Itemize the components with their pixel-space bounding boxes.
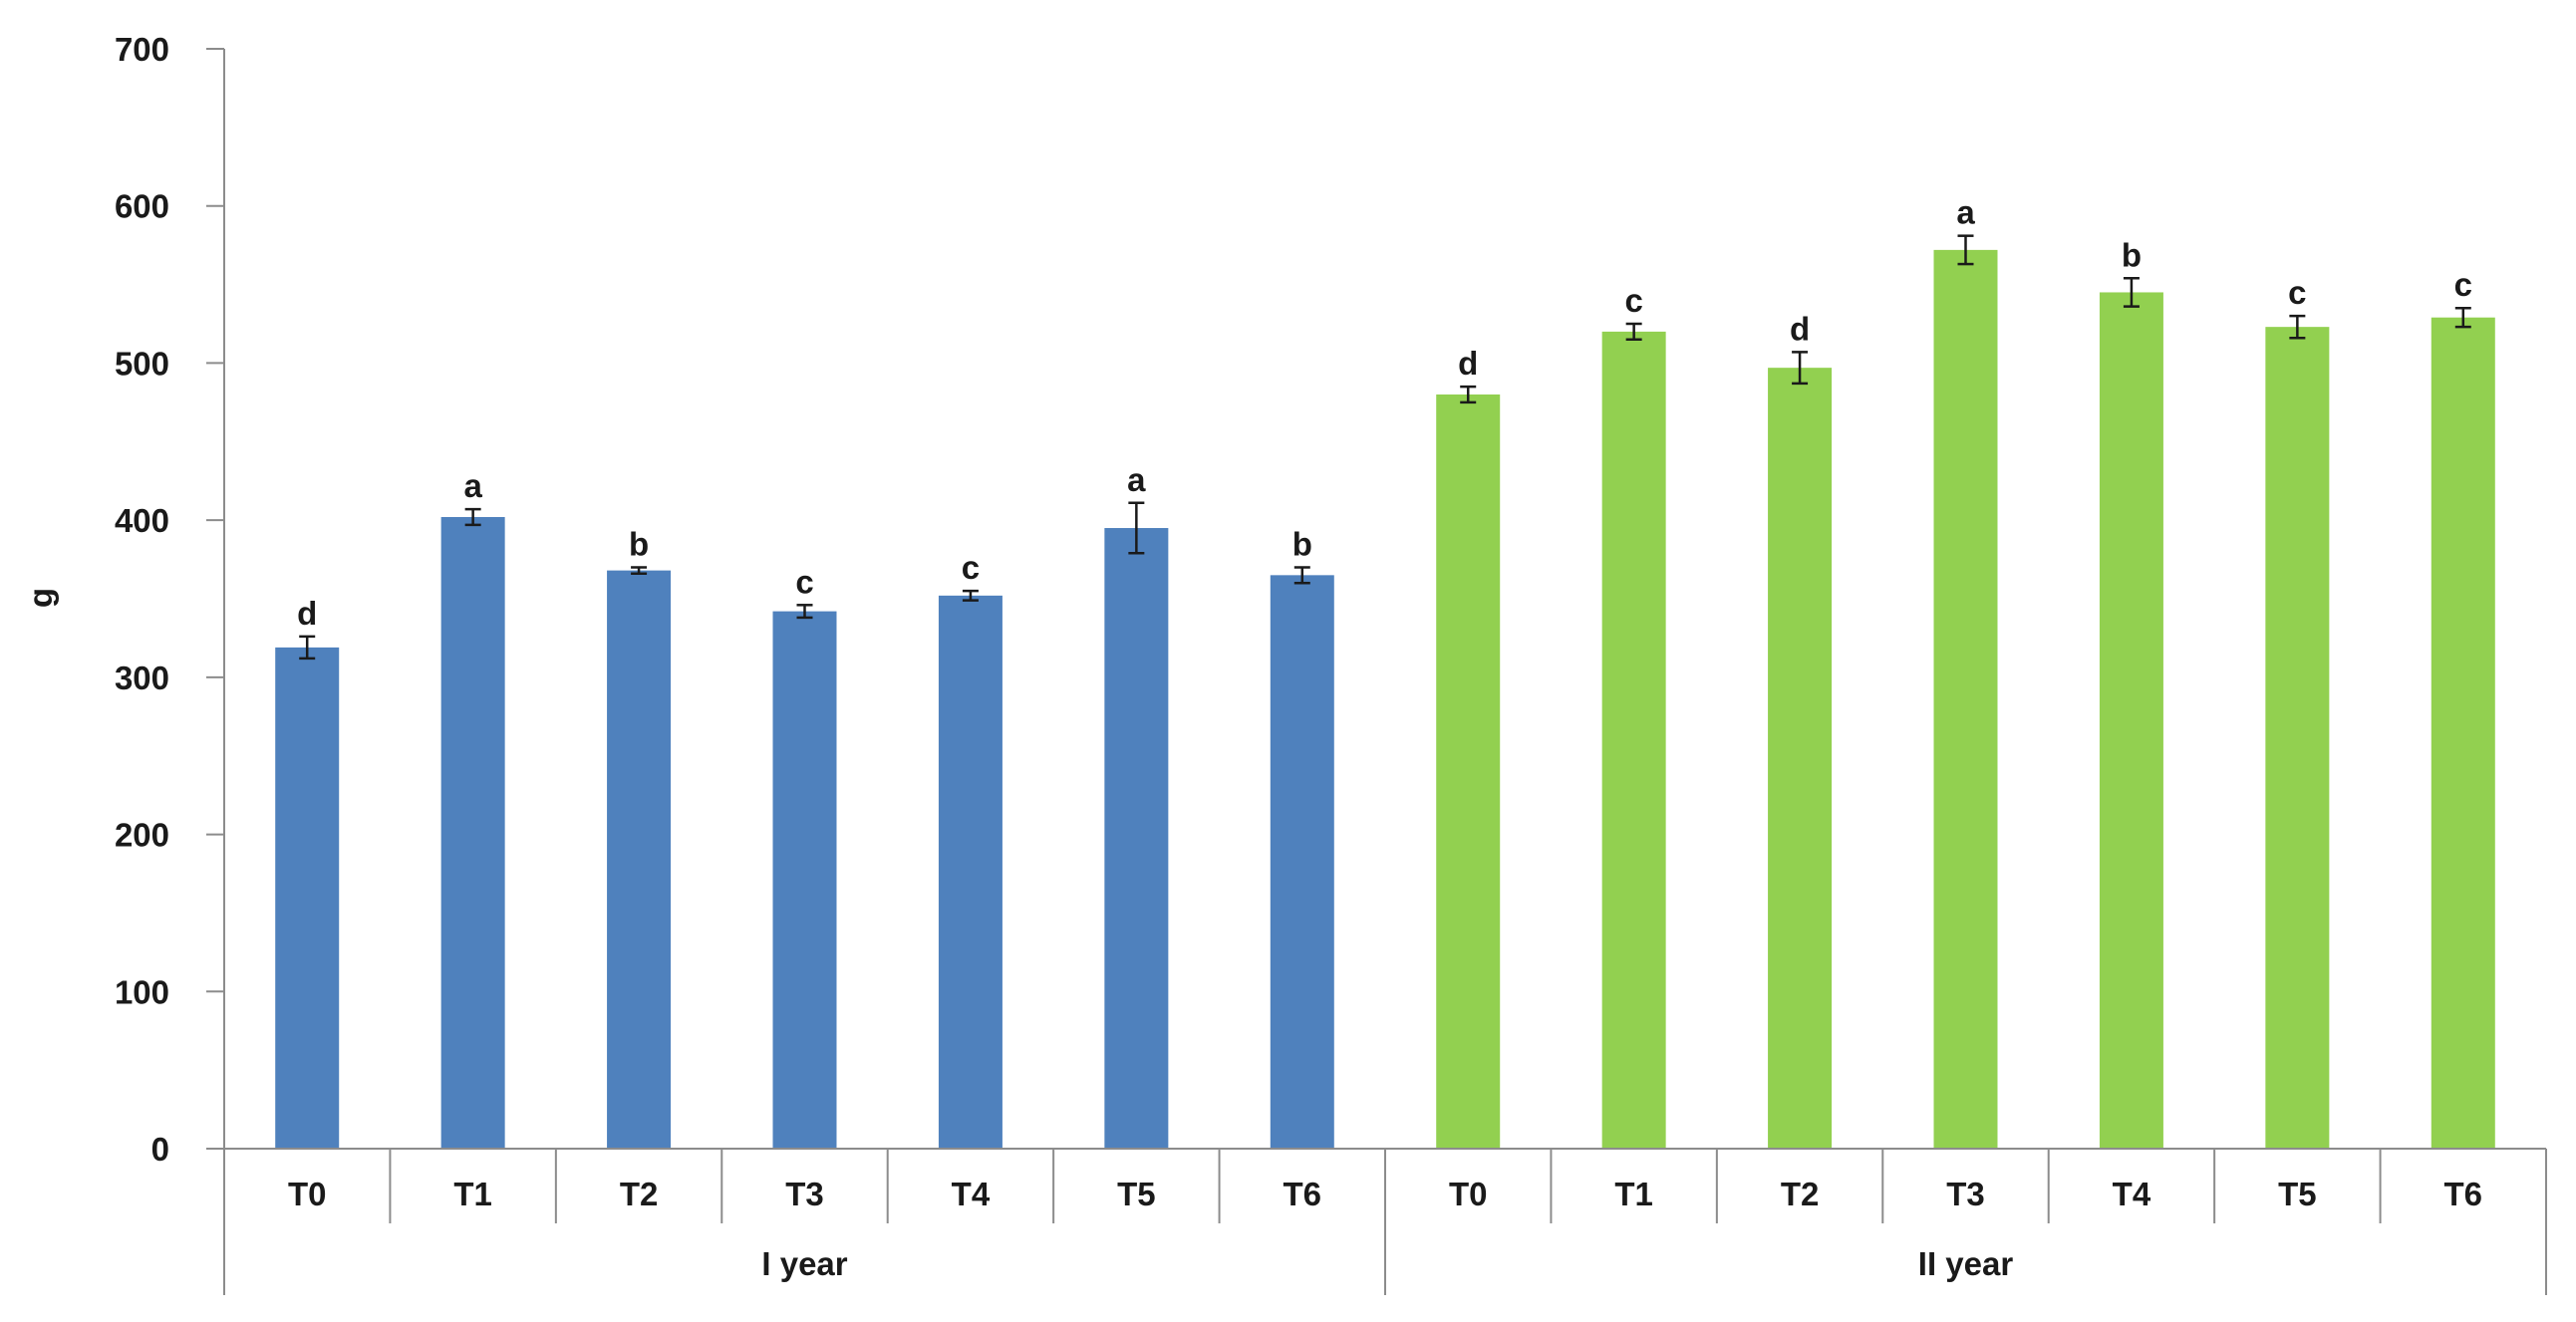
y-tick-label: 300 xyxy=(115,660,169,696)
bars: d a b c c a b d c d a b c c xyxy=(275,194,2495,1150)
y-tick-label: 100 xyxy=(115,973,169,1010)
bar xyxy=(1104,528,1169,1149)
bar xyxy=(1436,394,1501,1149)
significance-label: d xyxy=(1458,345,1478,382)
y-tick-label: 0 xyxy=(151,1131,169,1168)
significance-label: c xyxy=(795,563,813,600)
bar xyxy=(275,647,340,1149)
y-tick-label: 700 xyxy=(115,31,169,68)
y-tick-label: 500 xyxy=(115,345,169,382)
x-tick-label: T0 xyxy=(1449,1176,1488,1212)
significance-label: c xyxy=(962,549,980,586)
y-tick-label: 200 xyxy=(115,817,169,854)
bar xyxy=(2099,292,2163,1149)
x-tick-label: T2 xyxy=(1781,1176,1820,1212)
x-tick-label: T4 xyxy=(952,1176,991,1212)
x-tick-label: T1 xyxy=(1614,1176,1653,1212)
bar xyxy=(1601,331,1666,1149)
x-tick-label: T5 xyxy=(1117,1176,1156,1212)
significance-label: c xyxy=(1624,282,1642,319)
bar xyxy=(607,570,672,1149)
significance-label: d xyxy=(1790,310,1810,347)
bar xyxy=(2265,327,2330,1149)
y-tick-label: 400 xyxy=(115,502,169,539)
significance-label: b xyxy=(629,525,649,562)
x-tick-label: T3 xyxy=(1946,1176,1985,1212)
significance-label: d xyxy=(297,595,317,632)
bar xyxy=(1270,575,1334,1149)
group-label: II year xyxy=(1918,1245,2014,1282)
x-tick-label: T4 xyxy=(2113,1176,2151,1212)
x-tick-label: T1 xyxy=(453,1176,492,1212)
x-axis: T0 T1 T2 T3 T4 T5 T6 T0 T1 T2 T3 T4 T5 T6 I year II yea… xyxy=(223,1148,2547,1295)
bar xyxy=(1768,368,1833,1149)
y-axis: 0 100 200 300 400 500 600 700 xyxy=(115,31,225,1168)
significance-label: b xyxy=(1292,525,1312,562)
significance-label: b xyxy=(2122,236,2142,273)
x-tick-label: T6 xyxy=(2444,1176,2483,1212)
bar xyxy=(1933,249,1998,1150)
x-tick-label: T3 xyxy=(785,1176,824,1212)
bar xyxy=(440,516,505,1149)
bar xyxy=(938,595,1002,1149)
significance-label: c xyxy=(2454,266,2472,303)
significance-label: c xyxy=(2288,274,2306,311)
x-tick-label: T2 xyxy=(620,1176,659,1212)
y-tick-label: 600 xyxy=(115,188,169,225)
x-tick-label: T6 xyxy=(1284,1176,1322,1212)
significance-label: a xyxy=(1127,461,1146,498)
x-tick-label: T5 xyxy=(2278,1176,2317,1212)
significance-label: a xyxy=(1956,194,1975,231)
y-axis-title: g xyxy=(22,588,59,608)
bar xyxy=(2431,317,2495,1150)
bar xyxy=(772,611,837,1149)
group-label: I year xyxy=(761,1245,847,1282)
x-tick-label: T0 xyxy=(288,1176,327,1212)
significance-label: a xyxy=(463,467,482,504)
